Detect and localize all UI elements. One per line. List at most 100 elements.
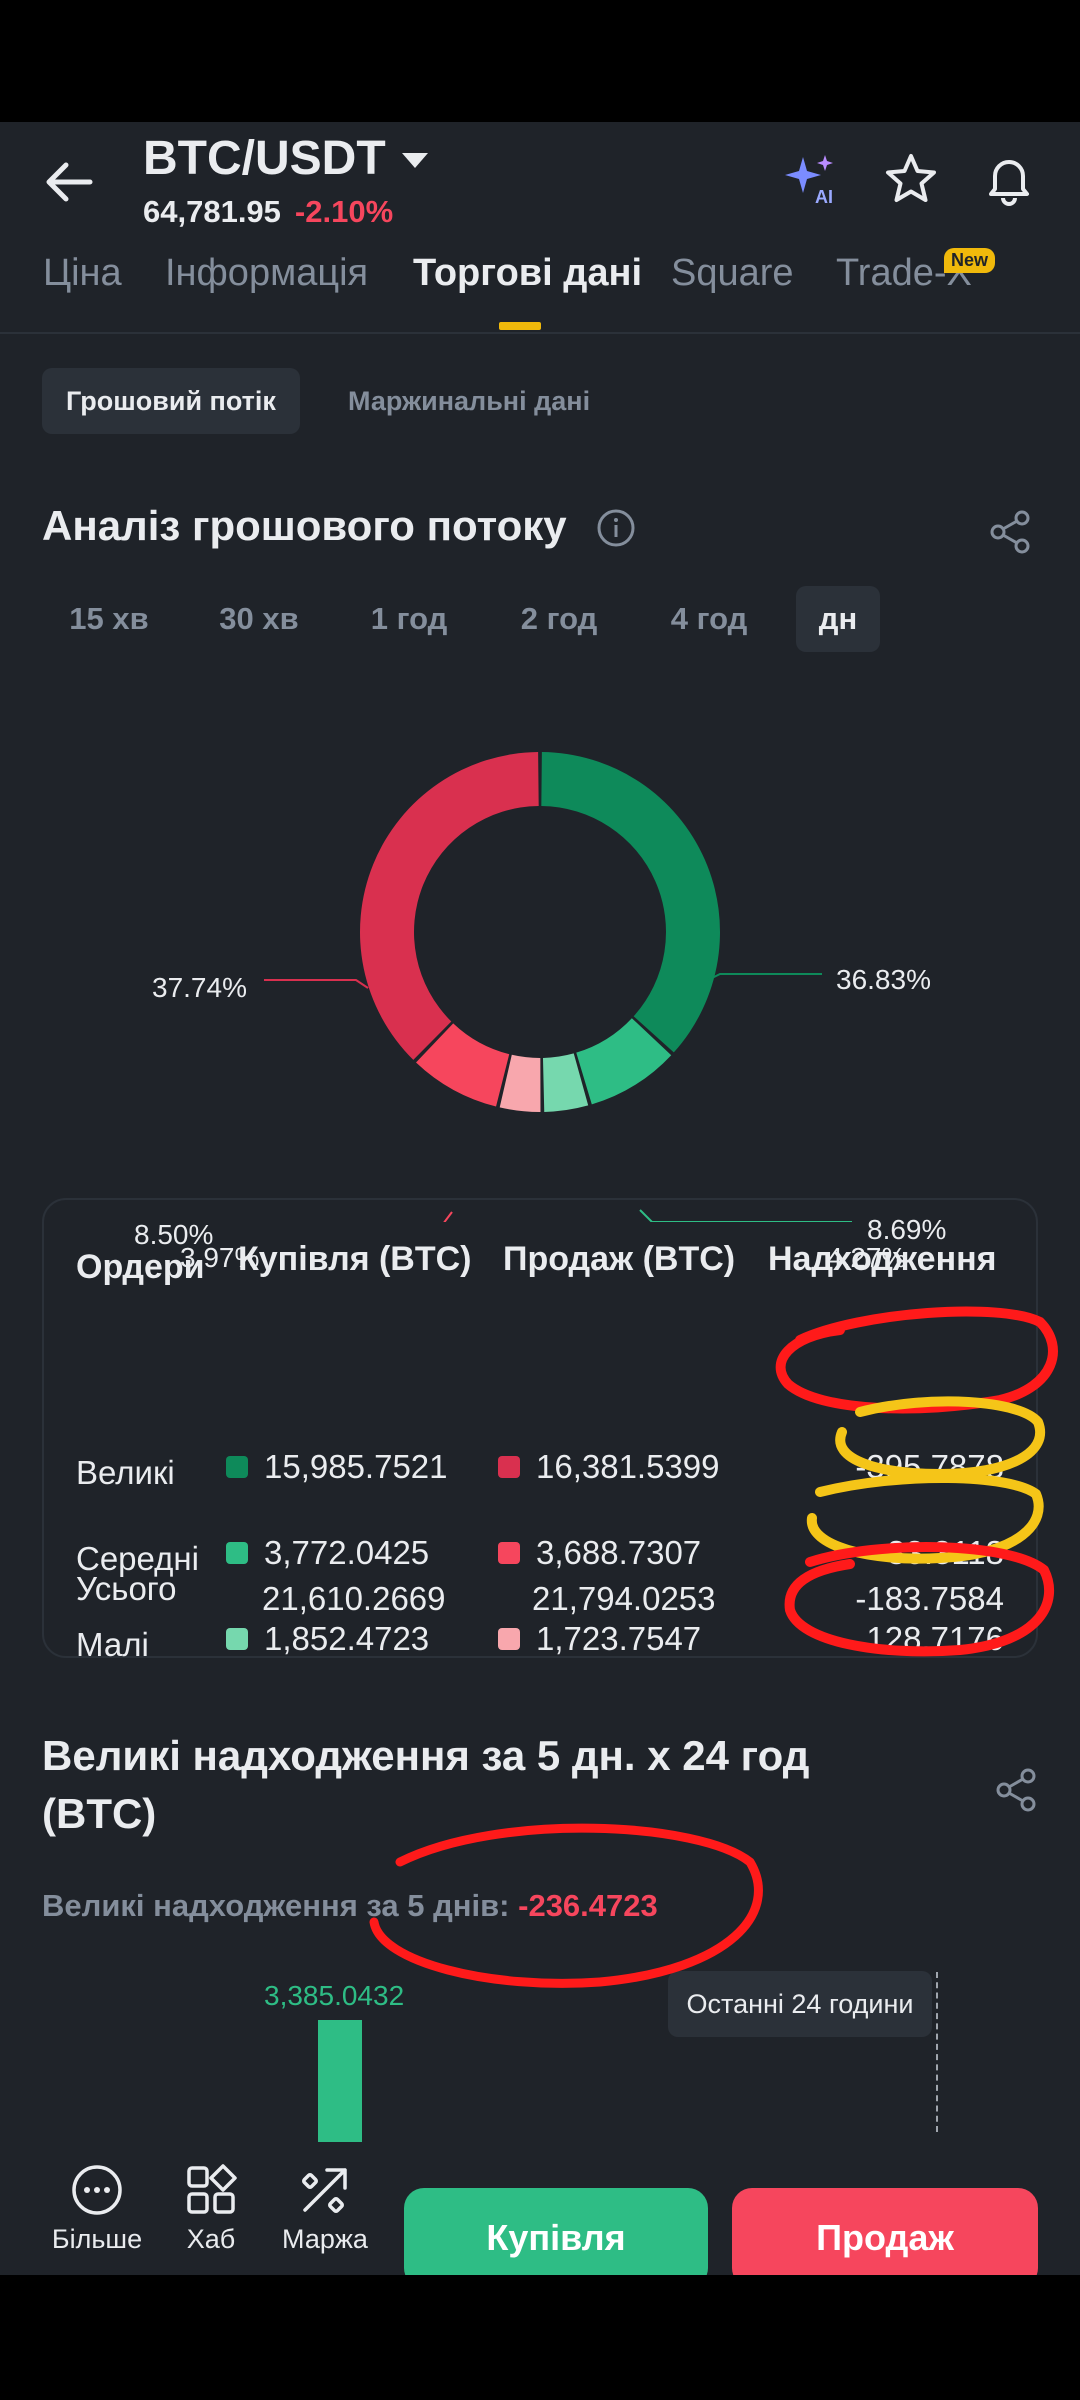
bottom-action-bar: Більше Хаб Маржа Купівля Продаж (0, 2142, 1080, 2275)
row-sell: 3,688.7307 (498, 1534, 701, 1572)
donut-slice-0[interactable] (541, 752, 720, 1053)
sell-swatch (498, 1456, 520, 1478)
inflow-bar[interactable] (318, 2020, 362, 2142)
leader-line-1 (639, 1209, 852, 1222)
bell-icon[interactable] (976, 146, 1042, 212)
subtab-margin-data[interactable]: Маржинальні дані (348, 385, 591, 416)
period-1h[interactable]: 1 год (370, 601, 448, 636)
period-1d[interactable]: дн (796, 586, 880, 652)
row-net: -395.7878 (855, 1448, 1004, 1485)
sell-swatch (498, 1628, 520, 1650)
buy-swatch (226, 1456, 248, 1478)
donut-slice-3[interactable] (499, 1054, 541, 1112)
last-price: 64,781.95 (143, 194, 281, 229)
period-15m[interactable]: 15 хв (69, 601, 149, 636)
caret-down-icon (401, 152, 428, 168)
donut-slice-2[interactable] (542, 1053, 589, 1112)
th-orders: Ордери (76, 1248, 205, 1286)
row-total-buy: 21,610.2669 (262, 1580, 446, 1617)
subtab-money-flow[interactable]: Грошовий потік (42, 368, 300, 434)
slice-label-small-buy: 4.27% (827, 1242, 907, 1273)
donut-slice-4[interactable] (416, 1023, 510, 1107)
big-inflow-note-label: Великі надходження за 5 днів: (42, 1888, 510, 1923)
nav-more[interactable]: Більше (42, 2162, 152, 2255)
flow-title: Аналіз грошового потоку (42, 502, 567, 549)
buy-swatch (226, 1542, 248, 1564)
donut-slice-5[interactable] (360, 752, 539, 1060)
slice-label-medium-sell: 8.50% (134, 1219, 214, 1250)
big-inflow-note: Великі надходження за 5 днів: -236.4723 (42, 1888, 658, 1924)
row-sell-value: 16,381.5399 (536, 1448, 720, 1485)
row-sell-value: 1,723.7547 (536, 1620, 702, 1657)
star-icon[interactable] (878, 146, 944, 212)
donut-slice-1[interactable] (576, 1018, 672, 1105)
big-inflow-title-line1: Великі надходження за 5 дн. x 24 год (42, 1732, 810, 1779)
tab-trading-data[interactable]: Торгові дані (413, 252, 643, 294)
row-buy-value: 1,852.4723 (264, 1620, 430, 1657)
more-dots-icon (72, 2165, 122, 2215)
th-sell: Продаж (BTC) (503, 1240, 736, 1278)
row-buy-value: 3,772.0425 (264, 1534, 430, 1571)
hub-grid-icon (187, 2164, 237, 2214)
row-total-net: -183.7584 (855, 1580, 1004, 1617)
slice-label-small-sell: 3.97% (180, 1242, 260, 1273)
row-sell: 16,381.5399 (498, 1448, 720, 1486)
period-4h[interactable]: 4 год (670, 601, 748, 636)
nav-hub[interactable]: Хаб (156, 2162, 266, 2255)
main-tabs: Ціна Інформація Торгові дані Square Trad… (0, 252, 1080, 332)
donut-chart (264, 752, 852, 1222)
period-2h[interactable]: 2 год (520, 601, 598, 636)
sell-swatch (498, 1542, 520, 1564)
row-name: Великі (76, 1454, 175, 1491)
last-24h-tooltip: Останні 24 години (668, 1971, 932, 2037)
tabs-divider (0, 332, 1080, 334)
tab-square[interactable]: Square (671, 252, 794, 294)
nav-margin[interactable]: Маржа (270, 2162, 380, 2255)
row-buy-value: 15,985.7521 (264, 1448, 448, 1485)
ai-sparkle-icon[interactable]: AI (778, 146, 844, 212)
share-icon[interactable] (986, 508, 1034, 556)
leader-line-4 (443, 1211, 453, 1222)
slice-label-medium-buy: 8.69% (867, 1214, 947, 1245)
nav-more-label: Більше (51, 2224, 143, 2254)
th-buy: Купівля (BTC) (238, 1240, 472, 1278)
row-buy: 15,985.7521 (226, 1448, 448, 1486)
app-screen: BTC/USDT 64,781.95 -2.10% AI Ціна Інформ… (0, 122, 1080, 2275)
info-icon[interactable] (596, 508, 636, 548)
nav-margin-label: Маржа (282, 2224, 368, 2254)
back-arrow-icon[interactable] (40, 152, 100, 212)
share-icon[interactable] (992, 1766, 1040, 1814)
slice-label-large-buy: 36.83% (836, 964, 931, 995)
th-net: Надходження (768, 1240, 997, 1278)
leader-line-5 (264, 979, 369, 989)
last-24h-divider (936, 1972, 938, 2132)
row-total-sell: 21,794.0253 (532, 1580, 716, 1617)
buy-swatch (226, 1628, 248, 1650)
slice-label-large-sell: 37.74% (152, 972, 247, 1003)
sell-button[interactable]: Продаж (732, 2188, 1038, 2275)
row-name: Малі (76, 1626, 149, 1663)
price-row: 64,781.95 -2.10% (143, 194, 393, 230)
row-buy: 1,852.4723 (226, 1620, 429, 1658)
row-name: Середні (76, 1540, 199, 1577)
margin-percent-icon (302, 2168, 347, 2213)
new-badge: New (944, 248, 996, 273)
row-net: 128.7176 (866, 1620, 1004, 1657)
period-30m[interactable]: 30 хв (219, 601, 299, 636)
big-inflow-note-value: -236.4723 (518, 1888, 658, 1923)
big-inflow-title-line2: (BTC) (42, 1790, 157, 1837)
active-tab-indicator (499, 322, 541, 330)
row-sell-value: 3,688.7307 (536, 1534, 702, 1571)
buy-button[interactable]: Купівля (404, 2188, 708, 2275)
tab-price[interactable]: Ціна (43, 252, 122, 294)
price-change: -2.10% (294, 194, 394, 229)
tab-info[interactable]: Інформація (165, 252, 369, 294)
leader-line-0 (707, 973, 822, 981)
pair-selector[interactable]: BTC/USDT (143, 122, 428, 194)
nav-hub-label: Хаб (186, 2224, 236, 2254)
row-sell: 1,723.7547 (498, 1620, 701, 1658)
row-buy: 3,772.0425 (226, 1534, 429, 1572)
row-net: 83.3118 (887, 1534, 1004, 1571)
row-total-name: Усього (76, 1570, 177, 1607)
ai-badge-text: AI (815, 187, 833, 207)
